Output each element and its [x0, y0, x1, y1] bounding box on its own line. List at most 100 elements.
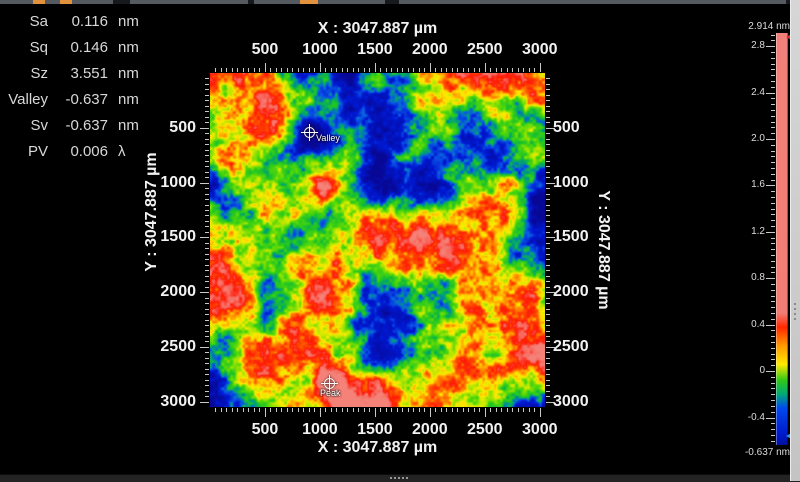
y-axis-major-tick: [546, 182, 555, 184]
y-axis-minor-tick: [205, 94, 209, 96]
x-axis-minor-tick: [468, 408, 470, 412]
y-axis-minor-tick: [546, 94, 550, 96]
y-axis-minor-tick: [546, 308, 550, 310]
splitter-grip-dot: [794, 318, 796, 320]
y-axis-minor-tick: [205, 352, 209, 354]
x-axis-minor-tick: [253, 68, 255, 72]
colorbar-tick-label: 0.4: [751, 318, 765, 330]
y-axis-major-tick: [200, 346, 209, 348]
stat-label: PV: [27, 142, 48, 160]
right-splitter[interactable]: [791, 0, 800, 481]
x-axis-minor-tick: [440, 68, 442, 72]
y-axis-minor-tick: [205, 89, 209, 91]
x-axis-minor-tick: [490, 68, 492, 72]
peak-marker-label: Peak: [320, 388, 341, 398]
y-axis-minor-tick: [205, 297, 209, 299]
splitter-grip-dot: [390, 477, 392, 479]
y-axis-minor-tick: [205, 231, 209, 233]
y-axis-minor-tick: [205, 374, 209, 376]
stat-value: -0.637: [65, 116, 108, 134]
y-axis-minor-tick: [546, 352, 550, 354]
x-axis-tick-label: 500: [251, 41, 279, 58]
x-axis-minor-tick: [391, 408, 393, 412]
colorbar-minor-tick: [771, 191, 775, 193]
x-axis-minor-tick: [347, 68, 349, 72]
colorbar-minor-tick: [771, 226, 775, 228]
colorbar-minor-tick: [771, 220, 775, 222]
y-axis-minor-tick: [205, 220, 209, 222]
y-axis-minor-tick: [546, 368, 550, 370]
x-axis-major-tick: [539, 408, 541, 417]
colorbar-tick-label: 0.8: [751, 272, 765, 284]
y-axis-minor-tick: [546, 253, 550, 255]
peak-marker-icon[interactable]: [321, 375, 338, 392]
splitter-grip-dot: [794, 303, 796, 305]
top-toolbar-strip[interactable]: [0, 0, 800, 4]
colorbar-minor-tick: [771, 260, 775, 262]
x-axis-minor-tick: [396, 68, 398, 72]
toolbar-accent-mark: [60, 0, 72, 4]
y-axis-minor-tick: [546, 341, 550, 343]
y-axis-tick-label: 3000: [160, 392, 196, 410]
x-axis-minor-tick: [424, 68, 426, 72]
y-axis-minor-tick: [205, 286, 209, 288]
colorbar-minor-tick: [771, 353, 775, 355]
x-axis-minor-tick: [402, 408, 404, 412]
y-axis-minor-tick: [205, 149, 209, 151]
colorbar-minor-tick: [771, 34, 775, 36]
x-axis-minor-tick: [292, 408, 294, 412]
y-axis-minor-tick: [546, 226, 550, 228]
y-axis-major-tick: [546, 292, 555, 294]
colorbar-tick-label: 2.0: [751, 133, 765, 145]
x-axis-minor-tick: [501, 68, 503, 72]
colorbar-minor-tick: [771, 98, 775, 100]
y-axis-minor-tick: [205, 368, 209, 370]
y-axis-minor-tick: [546, 149, 550, 151]
bottom-splitter[interactable]: [0, 474, 800, 482]
y-axis-minor-tick: [546, 83, 550, 85]
y-axis-minor-tick: [546, 242, 550, 244]
stat-row-valley: Valley -0.637 nm: [4, 86, 148, 112]
colorbar-minor-tick: [771, 86, 775, 88]
y-axis-minor-tick: [546, 133, 550, 135]
colorbar-minor-tick: [771, 115, 775, 117]
y-axis-minor-tick: [205, 330, 209, 332]
stat-value: 0.116: [71, 12, 108, 30]
x-axis-minor-tick: [358, 68, 360, 72]
x-axis-minor-tick: [297, 68, 299, 72]
x-axis-minor-tick: [358, 408, 360, 412]
y-axis-tick-label: 2500: [160, 337, 196, 355]
valley-marker-icon[interactable]: [301, 124, 318, 141]
colorbar-tick-label: 0: [759, 365, 765, 377]
stat-unit: nm: [118, 116, 139, 134]
toolbar-accent-mark: [300, 0, 318, 4]
toolbar-accent-mark: [33, 0, 45, 4]
x-axis-minor-tick: [534, 68, 536, 72]
x-axis-minor-tick: [352, 68, 354, 72]
colorbar-minor-tick: [771, 121, 775, 123]
x-axis-tick-label: 2000: [412, 41, 448, 58]
y-axis-major-tick: [546, 346, 555, 348]
y-axis-minor-tick: [546, 105, 550, 107]
y-axis-minor-tick: [205, 325, 209, 327]
stat-value: -0.637: [65, 90, 108, 108]
y-axis-minor-tick: [205, 171, 209, 173]
stat-value: 3.551: [70, 64, 108, 82]
y-axis-minor-tick: [205, 122, 209, 124]
colorbar-min-label: -0.637 nm: [744, 447, 790, 458]
x-axis-minor-tick: [517, 408, 519, 412]
colorbar-minor-tick: [771, 266, 775, 268]
x-axis-minor-tick: [440, 408, 442, 412]
x-axis-minor-tick: [435, 68, 437, 72]
y-axis-minor-tick: [205, 248, 209, 250]
y-axis-minor-tick: [546, 379, 550, 381]
y-axis-minor-tick: [205, 199, 209, 201]
x-axis-minor-tick: [286, 408, 288, 412]
x-axis-minor-tick: [341, 408, 343, 412]
x-axis-minor-tick: [314, 408, 316, 412]
x-axis-minor-tick: [385, 408, 387, 412]
colorbar-minor-tick: [771, 318, 775, 320]
colorbar-minor-tick: [771, 168, 775, 170]
splitter-grip-dot: [402, 477, 404, 479]
surface-height-map[interactable]: [210, 73, 545, 407]
